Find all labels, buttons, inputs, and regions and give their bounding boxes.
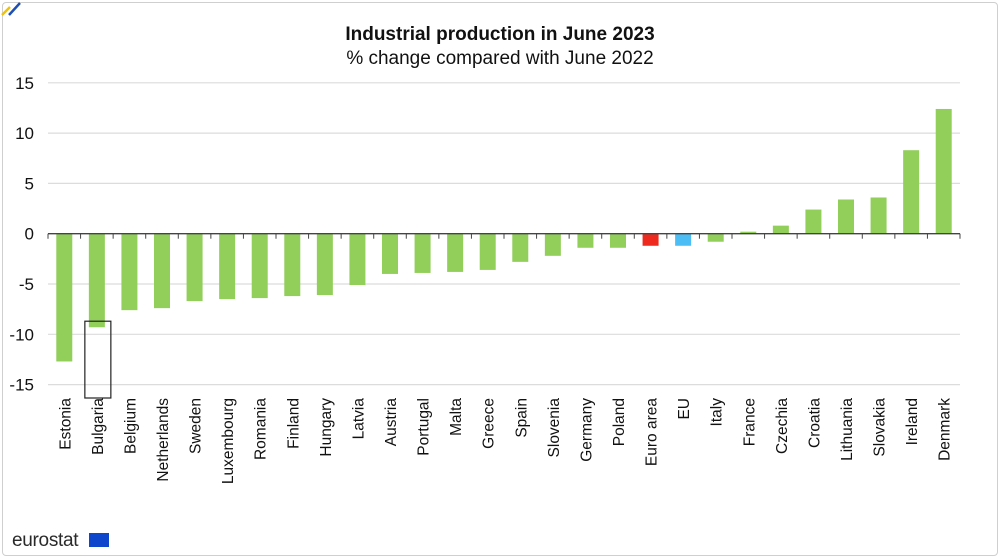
bar	[838, 199, 854, 234]
x-tick-label: Malta	[448, 398, 465, 436]
bar	[577, 233, 594, 248]
x-tick-label: Poland	[611, 398, 628, 446]
bar	[610, 233, 626, 248]
eu-flag-icon	[89, 533, 109, 547]
bar	[805, 209, 822, 234]
bar	[642, 233, 659, 246]
bar	[316, 233, 333, 296]
x-tick-label: Germany	[578, 398, 595, 462]
x-tick-label: Hungary	[318, 398, 335, 457]
bar	[870, 197, 887, 234]
x-tick-label: Austria	[383, 398, 400, 447]
bar	[349, 233, 366, 286]
x-tick-label: EU	[676, 398, 693, 420]
bar	[740, 231, 757, 234]
bar	[414, 233, 431, 273]
eurostat-logo: eurostat	[12, 530, 79, 551]
y-tick-label: -15	[9, 376, 34, 395]
bar	[935, 108, 952, 234]
y-tick-label: -5	[19, 275, 34, 294]
bar	[544, 233, 561, 256]
bar	[121, 233, 138, 311]
x-tick-label: Romania	[253, 398, 270, 460]
bar	[903, 150, 920, 234]
bar	[675, 233, 692, 246]
x-tick-label: France	[741, 398, 758, 446]
x-tick-label: Slovakia	[872, 398, 889, 457]
bar	[251, 233, 268, 299]
y-tick-label: 0	[25, 225, 34, 244]
y-tick-label: 5	[25, 174, 34, 193]
x-tick-label: Italy	[709, 398, 726, 427]
x-tick-label: Slovenia	[546, 398, 563, 458]
eurostat-corner-mark-icon	[1, 2, 21, 16]
x-tick-label: Lithuania	[839, 398, 856, 461]
bar	[382, 233, 398, 274]
x-tick-label: Bulgaria	[90, 398, 107, 455]
bar	[447, 233, 464, 272]
bar	[219, 233, 236, 300]
y-tick-label: 10	[15, 124, 34, 143]
y-tick-label: -10	[9, 325, 34, 344]
chart-title: Industrial production in June 2023	[345, 24, 655, 45]
x-tick-label: Netherlands	[155, 398, 172, 482]
x-tick-label: Spain	[513, 398, 530, 438]
bar	[479, 233, 496, 270]
chart-subtitle: % change compared with June 2022	[346, 48, 654, 69]
bar	[772, 225, 789, 234]
x-tick-label: Belgium	[122, 398, 139, 454]
highlight-box	[84, 320, 112, 399]
bar	[154, 233, 170, 309]
x-tick-label: Denmark	[937, 398, 954, 461]
x-tick-label: Finland	[285, 398, 302, 449]
x-tick-label: Estonia	[57, 398, 74, 450]
bar	[284, 233, 301, 297]
x-tick-label: Ireland	[904, 398, 921, 445]
x-tick-label: Croatia	[806, 398, 823, 448]
x-tick-label: Portugal	[416, 398, 433, 456]
x-tick-label: Sweden	[188, 398, 205, 454]
x-tick-label: Euro area	[644, 398, 661, 466]
x-tick-label: Czechia	[774, 398, 791, 454]
x-tick-label: Luxembourg	[220, 398, 237, 484]
bar	[512, 233, 529, 262]
bar	[186, 233, 203, 302]
x-tick-label: Latvia	[350, 398, 367, 440]
bar	[88, 233, 105, 328]
bar	[707, 233, 724, 242]
y-tick-label: 15	[15, 74, 34, 93]
x-tick-label: Greece	[481, 398, 498, 449]
bar	[56, 233, 73, 362]
